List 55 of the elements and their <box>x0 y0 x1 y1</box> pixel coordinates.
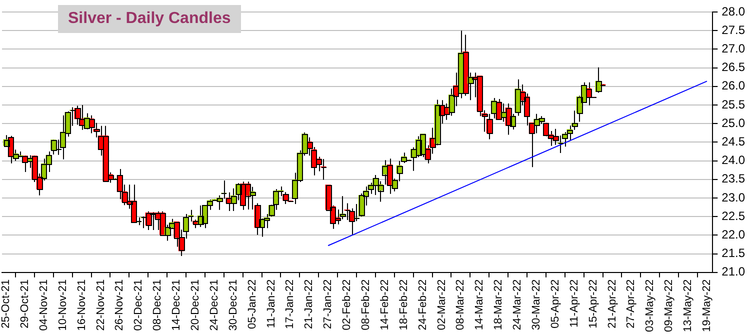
y-tick-label: 26.0 <box>722 78 746 93</box>
x-tick-label: 17-Jan-22 <box>284 279 296 329</box>
candlestick <box>22 155 28 172</box>
x-tick-label: 24-Dec-21 <box>208 279 220 331</box>
x-tick-label: 14-Dec-21 <box>170 279 183 331</box>
y-tick-label: 24.5 <box>722 134 746 149</box>
y-tick-label: 23.5 <box>722 172 746 186</box>
x-tick-label: 21-Jan-22 <box>303 279 316 329</box>
x-tick-label: 14-Feb-22 <box>378 279 391 330</box>
x-tick-label: 13-May-22 <box>682 279 694 332</box>
y-tick-label: 26.5 <box>722 60 746 74</box>
x-tick-label: 25-Oct-21 <box>0 279 12 328</box>
x-tick-label: 05-Apr-22 <box>549 279 562 328</box>
x-tick-label: 27-Apr-22 <box>625 279 638 328</box>
x-tick-label: 30-Dec-21 <box>227 279 240 331</box>
y-tick-label: 22.0 <box>722 228 746 242</box>
x-tick-label: 29-Oct-21 <box>19 279 31 328</box>
x-tick-label: 16-Nov-21 <box>76 279 88 331</box>
x-tick-label: 09-May-22 <box>663 279 676 332</box>
y-tick-label: 22.5 <box>722 208 746 223</box>
x-tick-label: 03-May-22 <box>644 279 656 332</box>
x-tick-label: 24-Mar-22 <box>512 279 524 330</box>
y-tick-label: 27.0 <box>722 42 746 56</box>
y-tick-label: 24.0 <box>722 153 746 168</box>
x-tick-label: 24-Feb-22 <box>416 279 429 330</box>
x-tick-label: 02-Feb-22 <box>341 279 354 330</box>
x-tick-label: 11-Apr-22 <box>568 279 580 328</box>
chart-title: Silver - Daily Candles <box>58 5 241 33</box>
x-tick-label: 27-Jan-22 <box>322 279 334 329</box>
x-tick-label: 11-Jan-22 <box>265 279 278 328</box>
x-tick-label: 14-Mar-22 <box>474 279 486 330</box>
x-tick-label: 18-Feb-22 <box>398 279 410 330</box>
y-tick-label: 21.0 <box>722 264 746 279</box>
x-tick-label: 05-Jan-22 <box>246 279 258 329</box>
y-tick-label: 21.5 <box>722 246 746 260</box>
x-tick-label: 08-Mar-22 <box>454 279 467 330</box>
y-tick-label: 23.0 <box>722 190 746 204</box>
x-tick-label: 19-May-22 <box>700 279 713 332</box>
x-tick-label: 18-Mar-22 <box>492 279 505 330</box>
x-tick-label: 15-Apr-22 <box>587 279 600 328</box>
y-tick-label: 27.5 <box>722 22 746 37</box>
x-tick-label: 22-Nov-21 <box>94 279 107 331</box>
x-tick-label: 10-Nov-21 <box>56 279 69 331</box>
y-tick-label: 28.0 <box>722 4 746 18</box>
x-tick-label: 02-Mar-22 <box>436 279 448 330</box>
x-tick-label: 08-Feb-22 <box>360 279 372 330</box>
x-tick-label: 02-Dec-21 <box>132 279 145 331</box>
x-tick-label: 08-Dec-21 <box>152 279 164 331</box>
x-tick-label: 04-Nov-21 <box>38 279 50 331</box>
y-tick-label: 25.5 <box>722 97 746 112</box>
x-tick-label: 26-Nov-21 <box>114 279 126 331</box>
x-tick-label: 30-Mar-22 <box>530 279 542 330</box>
x-tick-label: 21-Apr-22 <box>606 279 618 328</box>
x-tick-label: 20-Dec-21 <box>190 279 202 331</box>
y-tick-label: 25.0 <box>722 116 746 130</box>
